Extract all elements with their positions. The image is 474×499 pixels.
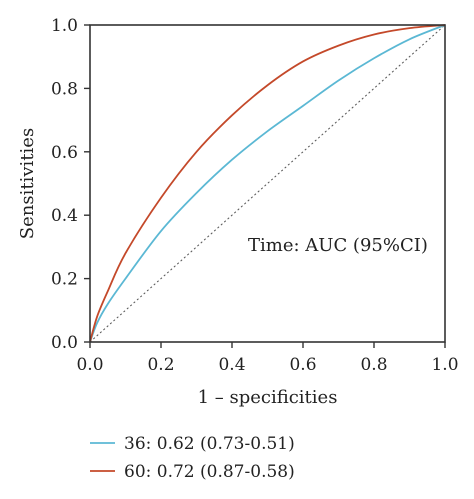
y-tick-label: 0.2	[51, 270, 78, 290]
legend-label-0: 36: 0.62 (0.73-0.51)	[124, 434, 295, 454]
y-axis-title: Sensitivities	[17, 128, 38, 239]
y-tick-label: 1.0	[51, 16, 78, 36]
series-layer	[89, 24, 446, 343]
x-tick-label: 0.4	[218, 355, 245, 375]
y-tick-label: 0.6	[51, 143, 78, 163]
roc-curve-0	[89, 24, 446, 343]
x-tick-label: 0.6	[289, 355, 316, 375]
y-tick-label: 0.0	[51, 333, 78, 353]
roc-curve-1	[89, 24, 446, 343]
x-tick-label: 0.2	[147, 355, 174, 375]
x-tick-label: 1.0	[431, 355, 458, 375]
legend: 36: 0.62 (0.73-0.51) 60: 0.72 (0.87-0.58)	[90, 434, 295, 482]
chart-annotation: Time: AUC (95%CI)	[248, 235, 428, 256]
tick-labels: 0.0 0.2 0.4 0.6 0.8 1.0 0.0 0.2 0.4 0.6 0.8 1.0	[51, 16, 459, 375]
x-tick-label: 0.8	[360, 355, 387, 375]
x-tick-label: 0.0	[76, 355, 103, 375]
legend-label-1: 60: 0.72 (0.87-0.58)	[124, 462, 295, 482]
axis-ticks	[84, 24, 446, 348]
x-axis-title: 1 – specificities	[198, 387, 338, 408]
y-tick-label: 0.4	[51, 206, 78, 226]
plot-frame	[89, 24, 446, 343]
reference-diagonal	[89, 24, 446, 343]
y-tick-label: 0.8	[51, 79, 78, 99]
